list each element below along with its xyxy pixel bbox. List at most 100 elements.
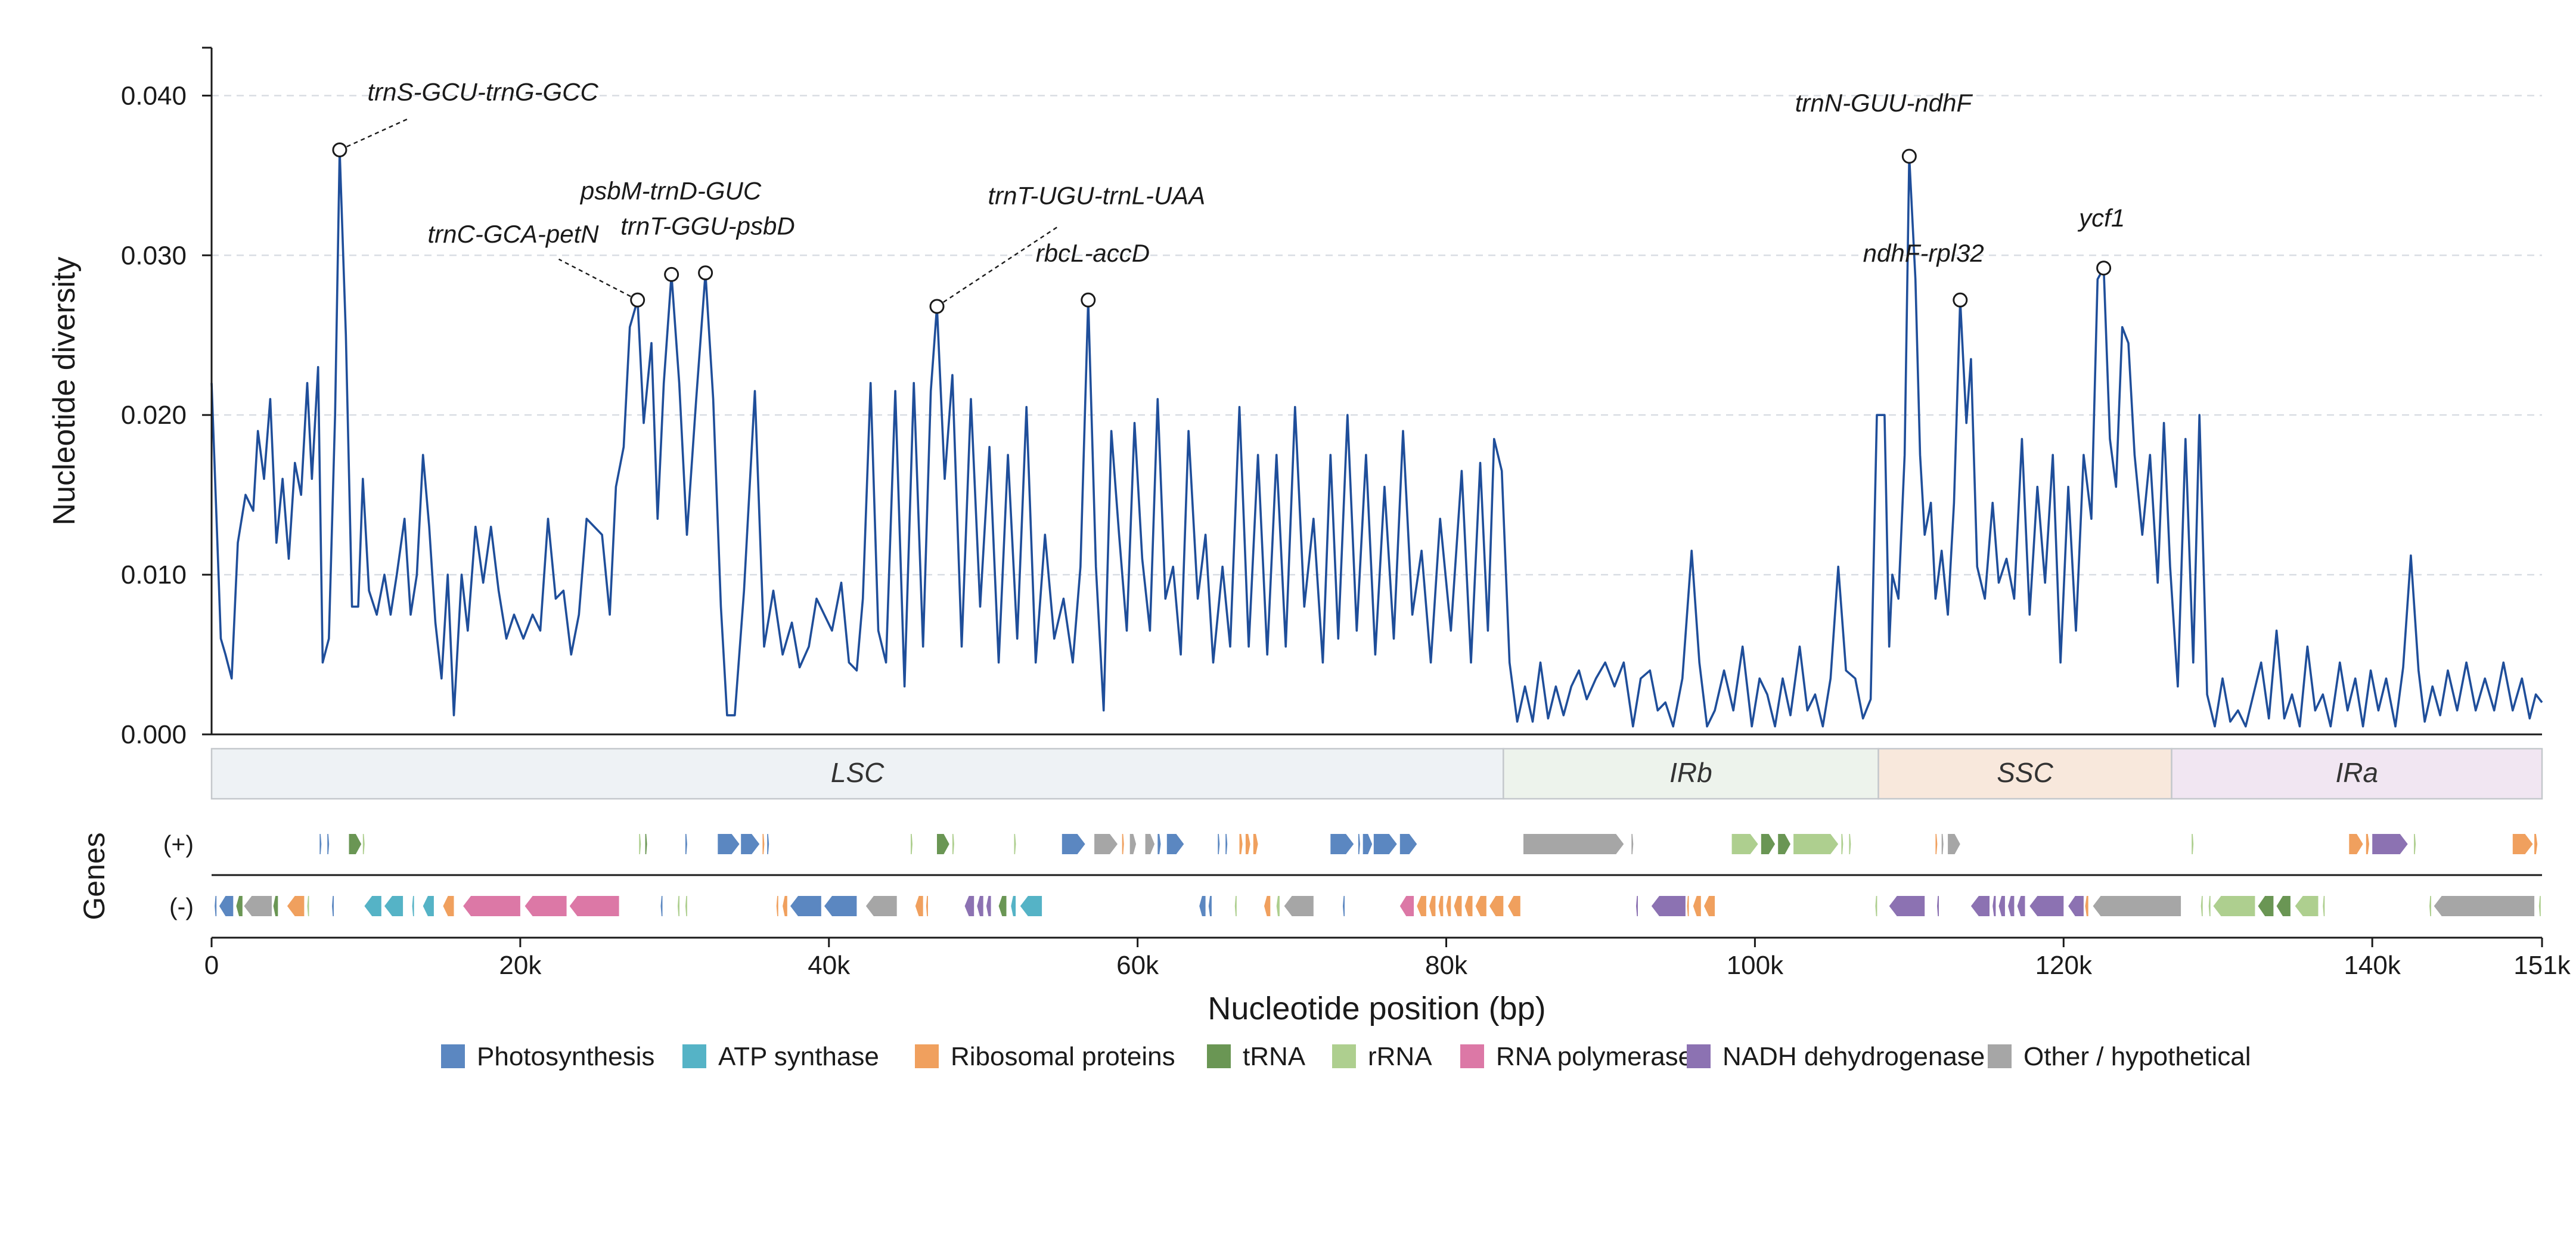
gene-plus-photo [1363,834,1373,854]
gene-plus-photo [718,834,740,854]
region-label: SSC [1997,757,2053,788]
peak-leader-line [936,225,1060,308]
gene-minus-ribo [443,896,454,916]
gene-minus-other [2093,896,2181,916]
gene-plus-photo [1166,834,1184,854]
peak-label: trnT-UGU-trnL-UAA [988,182,1205,210]
peak-marker [1081,292,1096,308]
peak-marker [2096,260,2112,276]
gene-plus-ribo [762,834,765,854]
gene-plus-trna [349,834,362,854]
gene-minus-trna [2276,896,2291,916]
gene-minus-trna [273,896,278,916]
gene-plus-ribo [2534,834,2538,854]
x-tick-label: 151k [2513,951,2571,980]
gene-minus-other [865,896,897,916]
gene-minus-ribo [1454,896,1462,916]
gene-minus-ribo [1446,896,1451,916]
peak-label: trnS-GCU-trnG-GCC [368,77,599,106]
x-tick-label: 60k [1116,951,1159,980]
gene-minus-rrna [678,896,679,916]
gene-plus-photo [767,834,769,854]
gene-plus-other [1094,834,1118,854]
region-label: LSC [831,757,884,788]
gene-minus-rrna [2208,896,2211,916]
gene-minus-ndh [1998,896,2005,916]
legend-label-trna: tRNA [1243,1042,1306,1071]
gene-minus-ribo [783,896,787,916]
peak-marker [630,292,645,308]
gene-plus-photo [1373,834,1397,854]
gene-minus-other [1284,896,1314,916]
gene-plus-photo [1062,834,1085,854]
gene-minus-atp [384,896,404,916]
gene-minus-ndh [1992,896,1996,916]
gene-plus-ribo [1245,834,1250,854]
y-axis-ticks: 0.000 0.010 0.020 0.030 0.040 [121,81,212,749]
gene-minus-rrna [307,896,309,916]
legend-swatch-rnap [1460,1044,1484,1068]
legend: Photosynthesis ATP synthase Ribosomal prot… [441,1042,2251,1071]
gene-plus-photo [1330,834,1354,854]
gene-minus-rrna [2213,896,2255,916]
gene-minus-ndh [2008,896,2015,916]
gene-minus-atp [412,896,414,916]
gene-minus-ndh [964,896,974,916]
legend-label-photo: Photosynthesis [477,1042,654,1071]
gene-minus-rnap [1399,896,1414,916]
gene-minus-ribo [1438,896,1444,916]
gene-minus-atp [423,896,434,916]
gene-minus-rrna [2429,896,2431,916]
x-axis-title: Nucleotide position (bp) [1208,991,1545,1026]
peak-marker [929,299,945,314]
region-label: IRa [2335,757,2378,788]
legend-swatch-rrna [1332,1044,1356,1068]
region-ira [2171,748,2543,800]
peak-label: trnT-GGU-psbD [620,212,795,240]
gene-minus-atp [1020,896,1042,916]
gene-minus-ribo [926,896,928,916]
gridlines [212,95,2542,576]
peak-marker [664,266,679,282]
gene-minus-photo [660,896,663,916]
gene-minus-rnap [569,896,619,916]
gene-minus-ndh [1937,896,1939,916]
gene-minus-other [2434,896,2535,916]
peak-marker [1953,292,1968,308]
gene-minus-rrna [2538,896,2541,916]
gene-minus-trna [2258,896,2274,916]
x-tick-label: 40k [808,951,851,980]
legend-label-rnap: RNA polymerase [1496,1042,1693,1071]
legend-swatch-other [1988,1044,2012,1068]
legend-swatch-photo [441,1044,465,1068]
gene-plus-trna [1778,834,1790,854]
gene-minus-ndh [1970,896,1990,916]
legend-label-rrna: rRNA [1368,1042,1432,1071]
diversity-series [210,148,2543,728]
gene-plus-other [1631,834,1634,854]
gene-plus-ribo [2366,834,2369,854]
gene-minus-atp [364,896,381,916]
gene-minus-rrna [1234,896,1237,916]
gene-minus-trna [998,896,1007,916]
gene-minus-ribo [1464,896,1473,916]
region-lsc [210,748,1504,800]
gene-plus-trna [645,834,647,854]
legend-label-ndh: NADH dehydrogenase [1722,1042,1985,1071]
legend-label-ribo: Ribosomal proteins [951,1042,1175,1071]
peak-leader-line [558,258,638,301]
gene-minus-trna [236,896,243,916]
gene-minus-ndh [2068,896,2084,916]
peak-label: trnN-GUU-ndhF [1795,89,1973,117]
genes-axis-label: Genes [77,832,111,920]
gene-minus-rrna [2295,896,2319,916]
gene-minus-rrna [2201,896,2203,916]
gene-plus-rrna [1731,834,1758,854]
gene-minus-ribo [1704,896,1715,916]
legend-swatch-ribo [915,1044,939,1068]
axes [202,46,2542,736]
gene-plus-rrna [362,834,365,854]
gene-minus-ribo [1475,896,1486,916]
gene-minus-photo [790,896,821,916]
gene-plus-rrna [2192,834,2194,854]
